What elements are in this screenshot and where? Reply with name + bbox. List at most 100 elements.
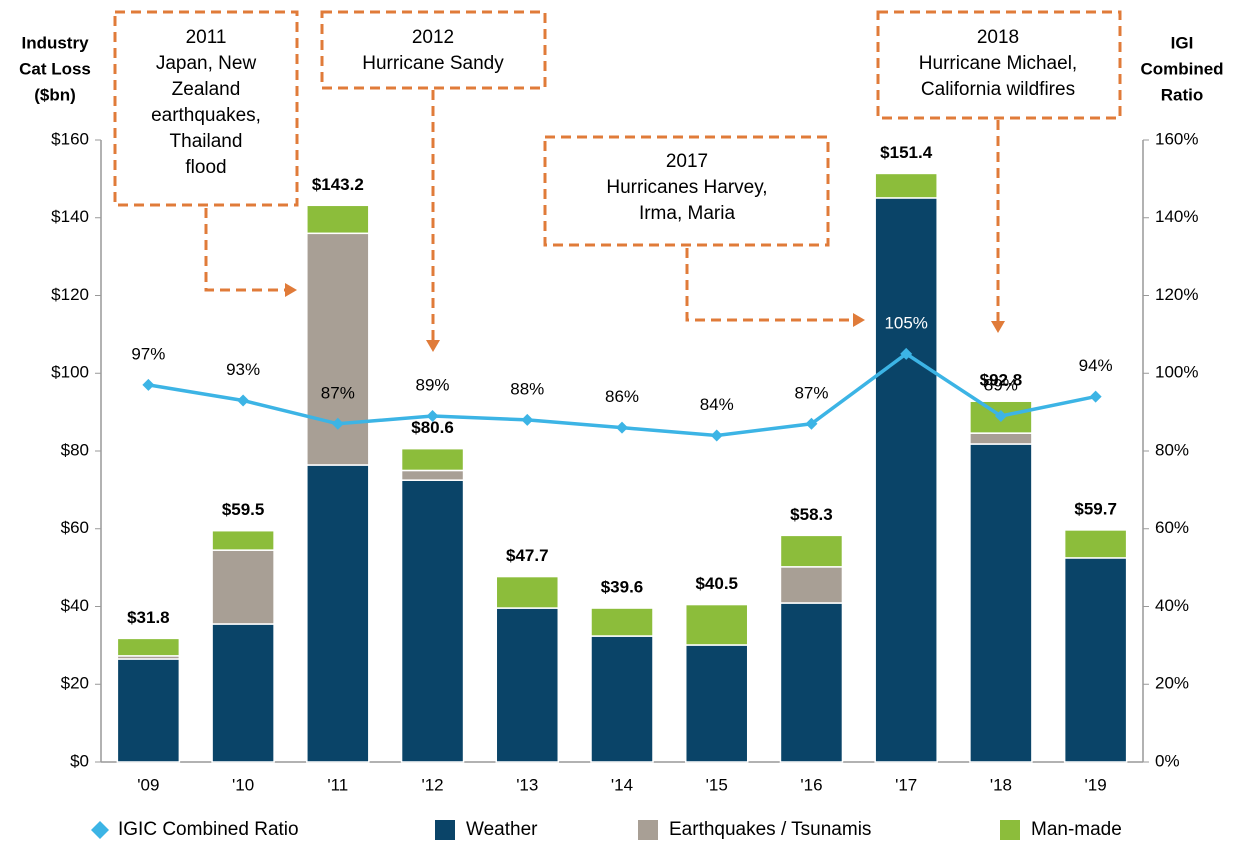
annotation-box xyxy=(113,10,299,207)
bar-segment xyxy=(779,534,844,568)
x-tick-label: '14 xyxy=(611,775,633,794)
arrow-head xyxy=(426,340,440,352)
total-label: $59.7 xyxy=(1074,499,1117,518)
x-tick-label: '15 xyxy=(706,775,728,794)
bar-segment xyxy=(211,529,275,551)
ratio-marker xyxy=(616,421,628,434)
bar-segment xyxy=(400,479,465,763)
y2-tick-label: 40% xyxy=(1155,596,1189,615)
bar-segment xyxy=(684,644,749,763)
annotation-text: Irma, Maria xyxy=(639,203,736,224)
total-label: $80.6 xyxy=(411,418,454,437)
y-tick-label: $120 xyxy=(51,285,89,304)
total-label: $59.5 xyxy=(222,500,265,519)
y-tick-label: $0 xyxy=(70,751,89,770)
total-label: $40.5 xyxy=(695,574,738,593)
bar-segment xyxy=(116,637,181,657)
bar-segment xyxy=(1063,557,1128,763)
annotation-text: California wildfires xyxy=(921,79,1075,100)
y-tick-label: $100 xyxy=(51,363,89,382)
bar-segment xyxy=(400,469,465,481)
ratio-marker xyxy=(1089,390,1102,403)
x-tick-label: '10 xyxy=(232,775,254,794)
arrow-head xyxy=(991,321,1005,333)
bar-segment xyxy=(590,635,654,763)
ratio-label: 88% xyxy=(510,379,544,398)
y-tick-label: $40 xyxy=(61,596,89,615)
y2-axis-title: Ratio xyxy=(1161,85,1204,104)
y-tick-label: $80 xyxy=(61,440,89,459)
annotation-text: earthquakes, xyxy=(151,105,261,126)
annotation-text: Hurricane Sandy xyxy=(362,53,504,74)
legend-swatch xyxy=(638,820,658,840)
y2-tick-label: 80% xyxy=(1155,440,1189,459)
total-label: $47.7 xyxy=(506,546,549,565)
annotation-text: Hurricanes Harvey, xyxy=(606,177,767,198)
annotation-text: Zealand xyxy=(172,79,241,100)
y2-tick-label: 140% xyxy=(1155,207,1198,226)
bar-segment xyxy=(116,658,181,763)
total-label: $58.3 xyxy=(790,505,833,524)
y2-axis-title: Combined xyxy=(1140,59,1223,78)
bar-segment xyxy=(495,607,560,763)
ratio-marker xyxy=(142,378,155,391)
annotation-text: Japan, New xyxy=(156,53,257,74)
bar-segment xyxy=(874,197,938,763)
bar-segment xyxy=(211,623,275,763)
total-label: $39.6 xyxy=(601,578,644,597)
ratio-label: 105% xyxy=(884,313,927,332)
ratio-marker xyxy=(710,429,723,442)
ratio-label: 97% xyxy=(131,344,165,363)
y-tick-label: $160 xyxy=(51,129,89,148)
annotation-text: Thailand xyxy=(170,131,243,152)
bar-segment xyxy=(1063,529,1128,559)
x-tick-label: '12 xyxy=(421,775,443,794)
bar-segment xyxy=(495,575,560,609)
bar-segment xyxy=(590,607,654,637)
y2-tick-label: 20% xyxy=(1155,674,1189,693)
bar-segment xyxy=(779,602,844,763)
ratio-marker xyxy=(426,410,439,423)
y-tick-label: $140 xyxy=(51,207,89,226)
annotation-box xyxy=(876,10,1122,120)
annotation-text: 2018 xyxy=(977,27,1019,48)
bar-segment xyxy=(211,549,275,625)
annotation-arrow xyxy=(204,208,290,292)
bar-segment xyxy=(969,443,1033,763)
legend-marker xyxy=(91,821,109,839)
x-tick-label: '11 xyxy=(327,775,348,794)
bar-segment xyxy=(306,464,370,763)
ratio-marker xyxy=(994,410,1007,423)
legend-swatch xyxy=(435,820,455,840)
bar-segment xyxy=(874,172,938,199)
ratio-label: 89% xyxy=(416,375,450,394)
legend-label: Earthquakes / Tsunamis xyxy=(669,819,871,840)
annotation-box xyxy=(320,10,547,90)
arrow-head xyxy=(285,283,297,297)
annotation-text: 2017 xyxy=(666,151,708,172)
x-tick-label: '18 xyxy=(990,775,1012,794)
legend-label: IGIC Combined Ratio xyxy=(118,819,299,840)
y2-tick-label: 120% xyxy=(1155,285,1198,304)
total-label: $31.8 xyxy=(127,608,170,627)
ratio-label: 86% xyxy=(605,387,639,406)
ratio-marker xyxy=(521,413,534,426)
y-axis-title: Industry xyxy=(21,33,89,52)
ratio-label: 87% xyxy=(794,383,828,402)
x-tick-label: '16 xyxy=(800,775,822,794)
ratio-marker xyxy=(805,417,818,430)
y2-tick-label: 60% xyxy=(1155,518,1189,537)
annotation-box xyxy=(543,135,830,247)
ratio-marker xyxy=(331,417,344,430)
x-tick-label: '09 xyxy=(137,775,159,794)
x-tick-label: '19 xyxy=(1085,775,1107,794)
y2-tick-label: 100% xyxy=(1155,363,1198,382)
ratio-label: 89% xyxy=(984,375,1018,394)
ratio-label: 87% xyxy=(321,383,355,402)
total-label: $143.2 xyxy=(312,175,364,194)
y-tick-label: $60 xyxy=(61,518,89,537)
y2-tick-label: 160% xyxy=(1155,129,1198,148)
total-label: $92.8 xyxy=(980,371,1023,390)
ratio-label: 84% xyxy=(700,395,734,414)
